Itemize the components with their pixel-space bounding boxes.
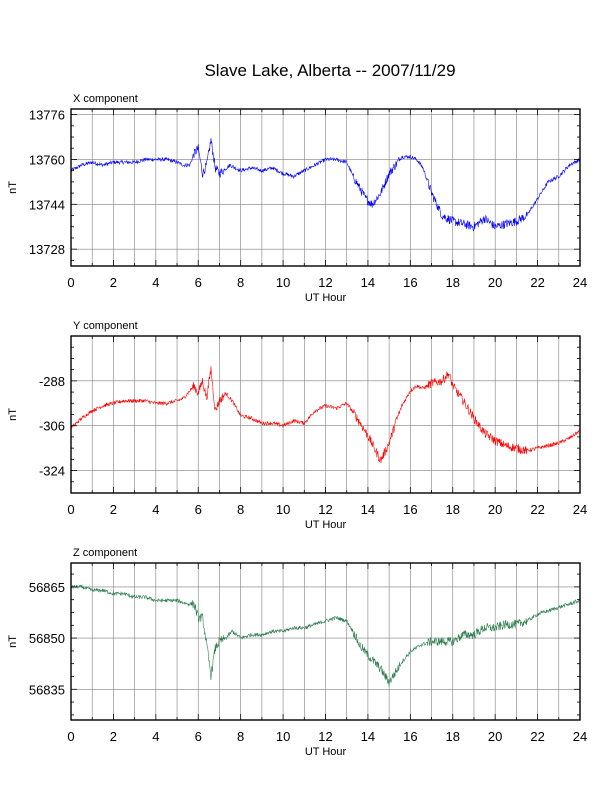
z-x-tick-label: 6 — [195, 729, 202, 744]
z-x-tick-label: 22 — [530, 729, 544, 744]
z-x-tick-label: 10 — [276, 729, 290, 744]
x-y-axis-label: nT — [7, 181, 19, 194]
y-panel-title: Y component — [73, 320, 138, 332]
y-series-line — [70, 366, 581, 464]
x-x-tick-label: 14 — [361, 275, 375, 290]
y-x-tick-label: 22 — [530, 502, 544, 517]
x-y-tick-label: 13744 — [29, 197, 65, 212]
x-y-tick-label: 13776 — [29, 108, 65, 123]
y-x-tick-label: 16 — [403, 502, 417, 517]
y-x-tick-label: 0 — [67, 502, 74, 517]
y-x-tick-label: 6 — [195, 502, 202, 517]
z-x-tick-label: 24 — [573, 729, 587, 744]
z-x-tick-label: 2 — [110, 729, 117, 744]
y-x-tick-label: 2 — [110, 502, 117, 517]
y-x-tick-label: 20 — [488, 502, 502, 517]
x-panel-title: X component — [73, 93, 138, 105]
y-y-axis-label: nT — [7, 408, 19, 421]
x-x-tick-label: 6 — [195, 275, 202, 290]
x-x-tick-label: 10 — [276, 275, 290, 290]
z-y-tick-label: 56835 — [29, 682, 65, 697]
z-x-tick-label: 16 — [403, 729, 417, 744]
y-y-tick-label: -288 — [39, 374, 65, 389]
x-x-tick-label: 20 — [488, 275, 502, 290]
z-y-axis-label: nT — [7, 635, 19, 648]
y-x-tick-label: 18 — [446, 502, 460, 517]
z-series-line — [70, 584, 581, 687]
x-x-tick-label: 2 — [110, 275, 117, 290]
x-x-tick-label: 12 — [318, 275, 332, 290]
z-y-tick-label: 56850 — [29, 631, 65, 646]
y-x-tick-label: 4 — [152, 502, 159, 517]
y-x-tick-label: 12 — [318, 502, 332, 517]
x-x-tick-label: 0 — [67, 275, 74, 290]
z-x-tick-label: 0 — [67, 729, 74, 744]
z-panel-title: Z component — [73, 547, 137, 559]
z-y-tick-label: 56865 — [29, 580, 65, 595]
x-x-tick-label: 24 — [573, 275, 587, 290]
y-x-tick-label: 10 — [276, 502, 290, 517]
z-x-tick-label: 18 — [446, 729, 460, 744]
z-x-tick-label: 4 — [152, 729, 159, 744]
x-y-tick-label: 13728 — [29, 242, 65, 257]
y-y-tick-label: -306 — [39, 419, 65, 434]
y-x-axis-label: UT Hour — [305, 519, 347, 531]
x-series-line — [70, 138, 581, 232]
z-x-tick-label: 20 — [488, 729, 502, 744]
y-x-tick-label: 24 — [573, 502, 587, 517]
z-x-axis-label: UT Hour — [305, 746, 347, 758]
z-x-tick-label: 14 — [361, 729, 375, 744]
x-x-tick-label: 22 — [530, 275, 544, 290]
x-x-tick-label: 8 — [237, 275, 244, 290]
x-x-tick-label: 16 — [403, 275, 417, 290]
chart-title: Slave Lake, Alberta -- 2007/11/29 — [204, 61, 455, 80]
z-x-tick-label: 12 — [318, 729, 332, 744]
x-x-tick-label: 4 — [152, 275, 159, 290]
x-y-tick-label: 13760 — [29, 152, 65, 167]
z-x-tick-label: 8 — [237, 729, 244, 744]
x-x-tick-label: 18 — [446, 275, 460, 290]
y-x-tick-label: 14 — [361, 502, 375, 517]
y-x-tick-label: 8 — [237, 502, 244, 517]
y-y-tick-label: -324 — [39, 464, 65, 479]
x-x-axis-label: UT Hour — [305, 292, 347, 304]
